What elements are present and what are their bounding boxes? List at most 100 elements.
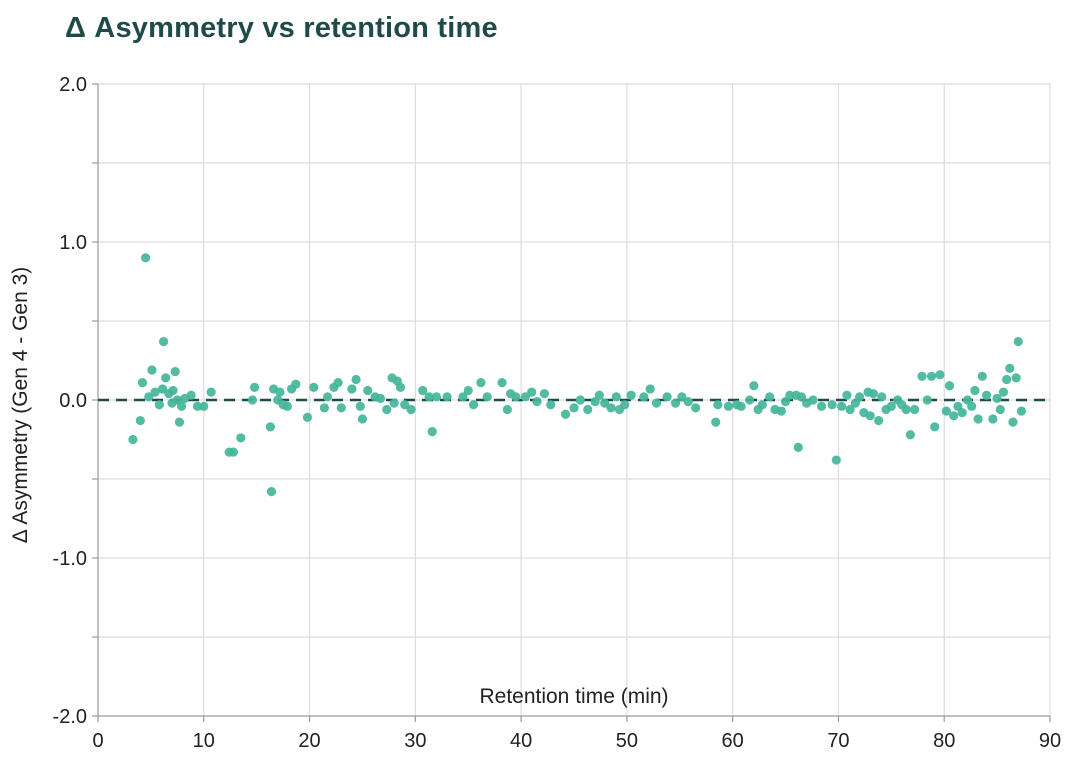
data-point bbox=[158, 336, 169, 347]
data-point bbox=[228, 447, 238, 457]
data-point bbox=[611, 392, 621, 402]
x-tick-label: 30 bbox=[404, 730, 426, 752]
data-point bbox=[502, 404, 512, 415]
data-point bbox=[868, 389, 878, 399]
data-point bbox=[1011, 373, 1021, 383]
data-point bbox=[157, 384, 168, 394]
y-tick-label: -1.0 bbox=[53, 548, 87, 570]
data-point bbox=[970, 385, 980, 396]
chart-title: Δ Asymmetry vs retention time bbox=[65, 12, 498, 44]
data-point bbox=[431, 392, 442, 402]
data-point bbox=[827, 400, 837, 410]
data-point bbox=[736, 401, 746, 411]
data-point bbox=[683, 396, 693, 407]
y-tick-label: 1.0 bbox=[59, 232, 87, 254]
data-point bbox=[886, 401, 896, 411]
data-point bbox=[874, 415, 884, 426]
data-point bbox=[816, 401, 827, 411]
data-point bbox=[382, 404, 392, 415]
data-point bbox=[424, 392, 434, 402]
data-point bbox=[135, 415, 145, 426]
axes bbox=[92, 83, 1051, 722]
data-point bbox=[511, 392, 521, 402]
y-tick-label: -2.0 bbox=[53, 706, 87, 728]
data-point bbox=[520, 392, 530, 402]
data-point bbox=[546, 400, 556, 410]
data-point bbox=[355, 401, 365, 411]
data-point bbox=[992, 393, 1002, 404]
data-point bbox=[347, 384, 357, 394]
data-point bbox=[1002, 374, 1012, 385]
data-points bbox=[128, 253, 1027, 497]
data-point bbox=[842, 390, 852, 400]
data-point bbox=[141, 253, 151, 263]
x-tick-label: 20 bbox=[298, 730, 320, 752]
data-point bbox=[375, 393, 386, 404]
data-point bbox=[575, 395, 585, 405]
data-point bbox=[282, 401, 292, 411]
data-point bbox=[877, 392, 887, 402]
data-point bbox=[192, 401, 203, 411]
x-tick-label: 0 bbox=[92, 730, 103, 752]
data-point bbox=[569, 403, 579, 413]
data-point bbox=[973, 414, 983, 424]
data-point bbox=[988, 414, 998, 424]
x-tick-label: 10 bbox=[193, 730, 215, 752]
data-point bbox=[981, 390, 992, 400]
data-point bbox=[170, 366, 180, 377]
data-point bbox=[144, 392, 154, 402]
data-point bbox=[935, 370, 945, 380]
data-point bbox=[236, 433, 246, 443]
data-point bbox=[176, 401, 187, 411]
data-point bbox=[468, 400, 479, 410]
data-point bbox=[275, 387, 285, 397]
data-point bbox=[765, 392, 775, 402]
data-point bbox=[944, 381, 955, 391]
data-point bbox=[626, 390, 636, 400]
data-point bbox=[266, 487, 277, 497]
data-point bbox=[922, 395, 932, 405]
data-point bbox=[1005, 363, 1015, 373]
data-point bbox=[744, 395, 755, 405]
data-point bbox=[677, 392, 687, 402]
data-point bbox=[418, 385, 428, 396]
data-point bbox=[651, 398, 662, 408]
data-point bbox=[560, 409, 571, 419]
x-axis-label: Retention time (min) bbox=[479, 685, 668, 708]
data-point bbox=[998, 387, 1009, 397]
data-point bbox=[333, 378, 343, 388]
data-point bbox=[711, 417, 721, 427]
data-point bbox=[670, 398, 681, 408]
data-point bbox=[583, 404, 593, 415]
data-point bbox=[174, 417, 185, 427]
data-point bbox=[941, 406, 951, 416]
data-point bbox=[691, 403, 701, 413]
data-point bbox=[796, 392, 807, 402]
data-point bbox=[901, 404, 911, 415]
data-point bbox=[1016, 406, 1027, 416]
data-point bbox=[977, 371, 987, 381]
data-point bbox=[395, 382, 406, 392]
data-point bbox=[336, 403, 346, 413]
data-point bbox=[463, 385, 473, 396]
x-tick-label: 60 bbox=[722, 730, 744, 752]
data-point bbox=[793, 442, 803, 452]
data-point bbox=[249, 382, 260, 392]
data-point bbox=[128, 434, 138, 445]
tick-labels: 0 10 20 30 40 50 60 70 80 90 2.0 1.0 0.0 -1.0 -2.0 bbox=[53, 74, 1062, 752]
data-point bbox=[186, 390, 196, 400]
data-point bbox=[930, 422, 940, 432]
data-point bbox=[831, 455, 841, 465]
data-point bbox=[302, 412, 313, 422]
data-point bbox=[949, 411, 959, 421]
data-point bbox=[389, 398, 399, 408]
data-point bbox=[161, 373, 171, 383]
data-point bbox=[527, 387, 537, 397]
data-point bbox=[606, 403, 616, 413]
data-point bbox=[150, 387, 160, 397]
data-point bbox=[539, 389, 549, 399]
data-point bbox=[199, 401, 209, 411]
data-point bbox=[247, 395, 258, 405]
data-point bbox=[967, 401, 977, 411]
